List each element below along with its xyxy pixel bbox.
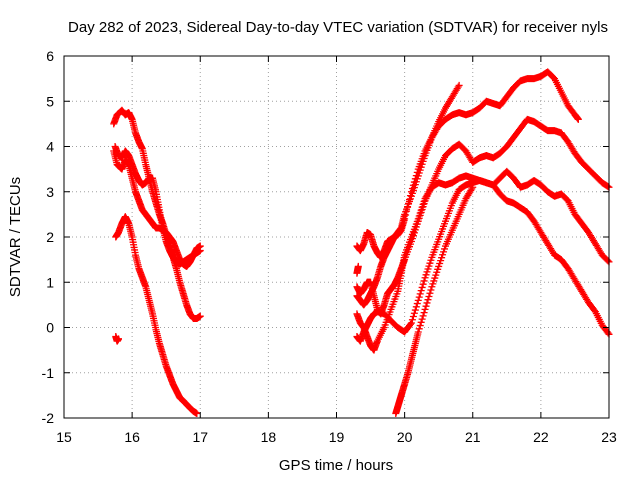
grid-layer <box>64 56 609 418</box>
y-tick-label: -2 <box>42 410 55 426</box>
data-point <box>405 196 413 204</box>
data-point <box>196 247 204 255</box>
x-tick-label: 23 <box>601 429 617 445</box>
data-point <box>408 316 416 324</box>
y-tick-label: 0 <box>46 320 54 336</box>
series-trace-l <box>353 262 362 277</box>
data-point <box>419 312 427 320</box>
data-point <box>409 313 417 321</box>
series-trace-k <box>392 183 477 417</box>
y-tick-label: 3 <box>46 184 54 200</box>
data-point <box>412 303 420 311</box>
y-tick-label: 5 <box>46 93 54 109</box>
data-point <box>408 185 416 193</box>
y-tick-label: -1 <box>42 365 55 381</box>
y-tick-label: 4 <box>46 139 54 155</box>
data-point <box>193 409 201 417</box>
data-point <box>574 115 582 123</box>
data-point <box>415 325 423 333</box>
data-point <box>419 280 427 288</box>
data-point <box>412 172 420 180</box>
data-point <box>454 83 462 91</box>
y-tick-label: 2 <box>46 229 54 245</box>
data-point <box>468 185 476 193</box>
data-point <box>413 168 421 176</box>
data-point <box>420 309 428 317</box>
data-point <box>403 207 411 215</box>
data-point <box>604 257 612 265</box>
data-point <box>425 292 433 300</box>
data-point <box>410 309 418 317</box>
data-point <box>417 318 425 326</box>
data-point <box>415 293 423 301</box>
data-point <box>418 283 426 291</box>
data-point <box>418 315 426 323</box>
x-tick-label: 17 <box>192 429 208 445</box>
data-point <box>411 175 419 183</box>
x-tick-label: 20 <box>397 429 413 445</box>
data-point <box>402 211 410 219</box>
series-trace-e <box>112 333 122 345</box>
data-point <box>410 178 418 186</box>
data-point <box>416 290 424 298</box>
data-point <box>407 319 415 327</box>
data-point <box>422 302 430 310</box>
data-point <box>407 188 415 196</box>
x-tick-label: 15 <box>56 429 72 445</box>
x-axis-title: GPS time / hours <box>279 457 393 474</box>
data-point <box>413 300 421 308</box>
x-tick-label: 21 <box>465 429 481 445</box>
data-point <box>426 289 434 297</box>
series-trace-d <box>112 213 201 417</box>
y-tick-label: 1 <box>46 274 54 290</box>
data-point <box>405 199 413 207</box>
series-trace-j <box>353 172 613 354</box>
data-point <box>427 286 435 294</box>
x-tick-label: 19 <box>329 429 345 445</box>
series-trace-g <box>353 68 582 261</box>
data-layer <box>110 68 613 417</box>
data-point <box>424 296 432 304</box>
data-point <box>115 335 122 343</box>
data-point <box>421 305 429 313</box>
data-point <box>411 306 419 314</box>
data-point <box>354 262 362 270</box>
data-point <box>406 320 414 328</box>
series-trace-i <box>353 167 613 345</box>
data-point <box>420 277 428 285</box>
data-point <box>406 192 414 200</box>
data-point <box>414 328 422 336</box>
data-point <box>469 183 477 191</box>
data-point <box>423 299 431 307</box>
x-tick-label: 22 <box>533 429 549 445</box>
data-point <box>417 287 425 295</box>
y-axis-title: SDTVAR / TECUs <box>7 177 24 297</box>
data-point <box>196 312 204 320</box>
y-tick-label: 6 <box>46 48 54 64</box>
series-trace-c <box>111 143 204 268</box>
data-point <box>401 215 409 223</box>
chart-title: Day 282 of 2023, Sidereal Day-to-day VTE… <box>68 19 608 36</box>
data-point <box>416 322 424 330</box>
data-point <box>404 203 412 211</box>
x-tick-label: 18 <box>261 429 277 445</box>
data-point <box>414 296 422 304</box>
data-point <box>604 329 612 337</box>
data-point <box>409 181 417 189</box>
x-tick-label: 16 <box>124 429 140 445</box>
data-point <box>455 81 463 89</box>
